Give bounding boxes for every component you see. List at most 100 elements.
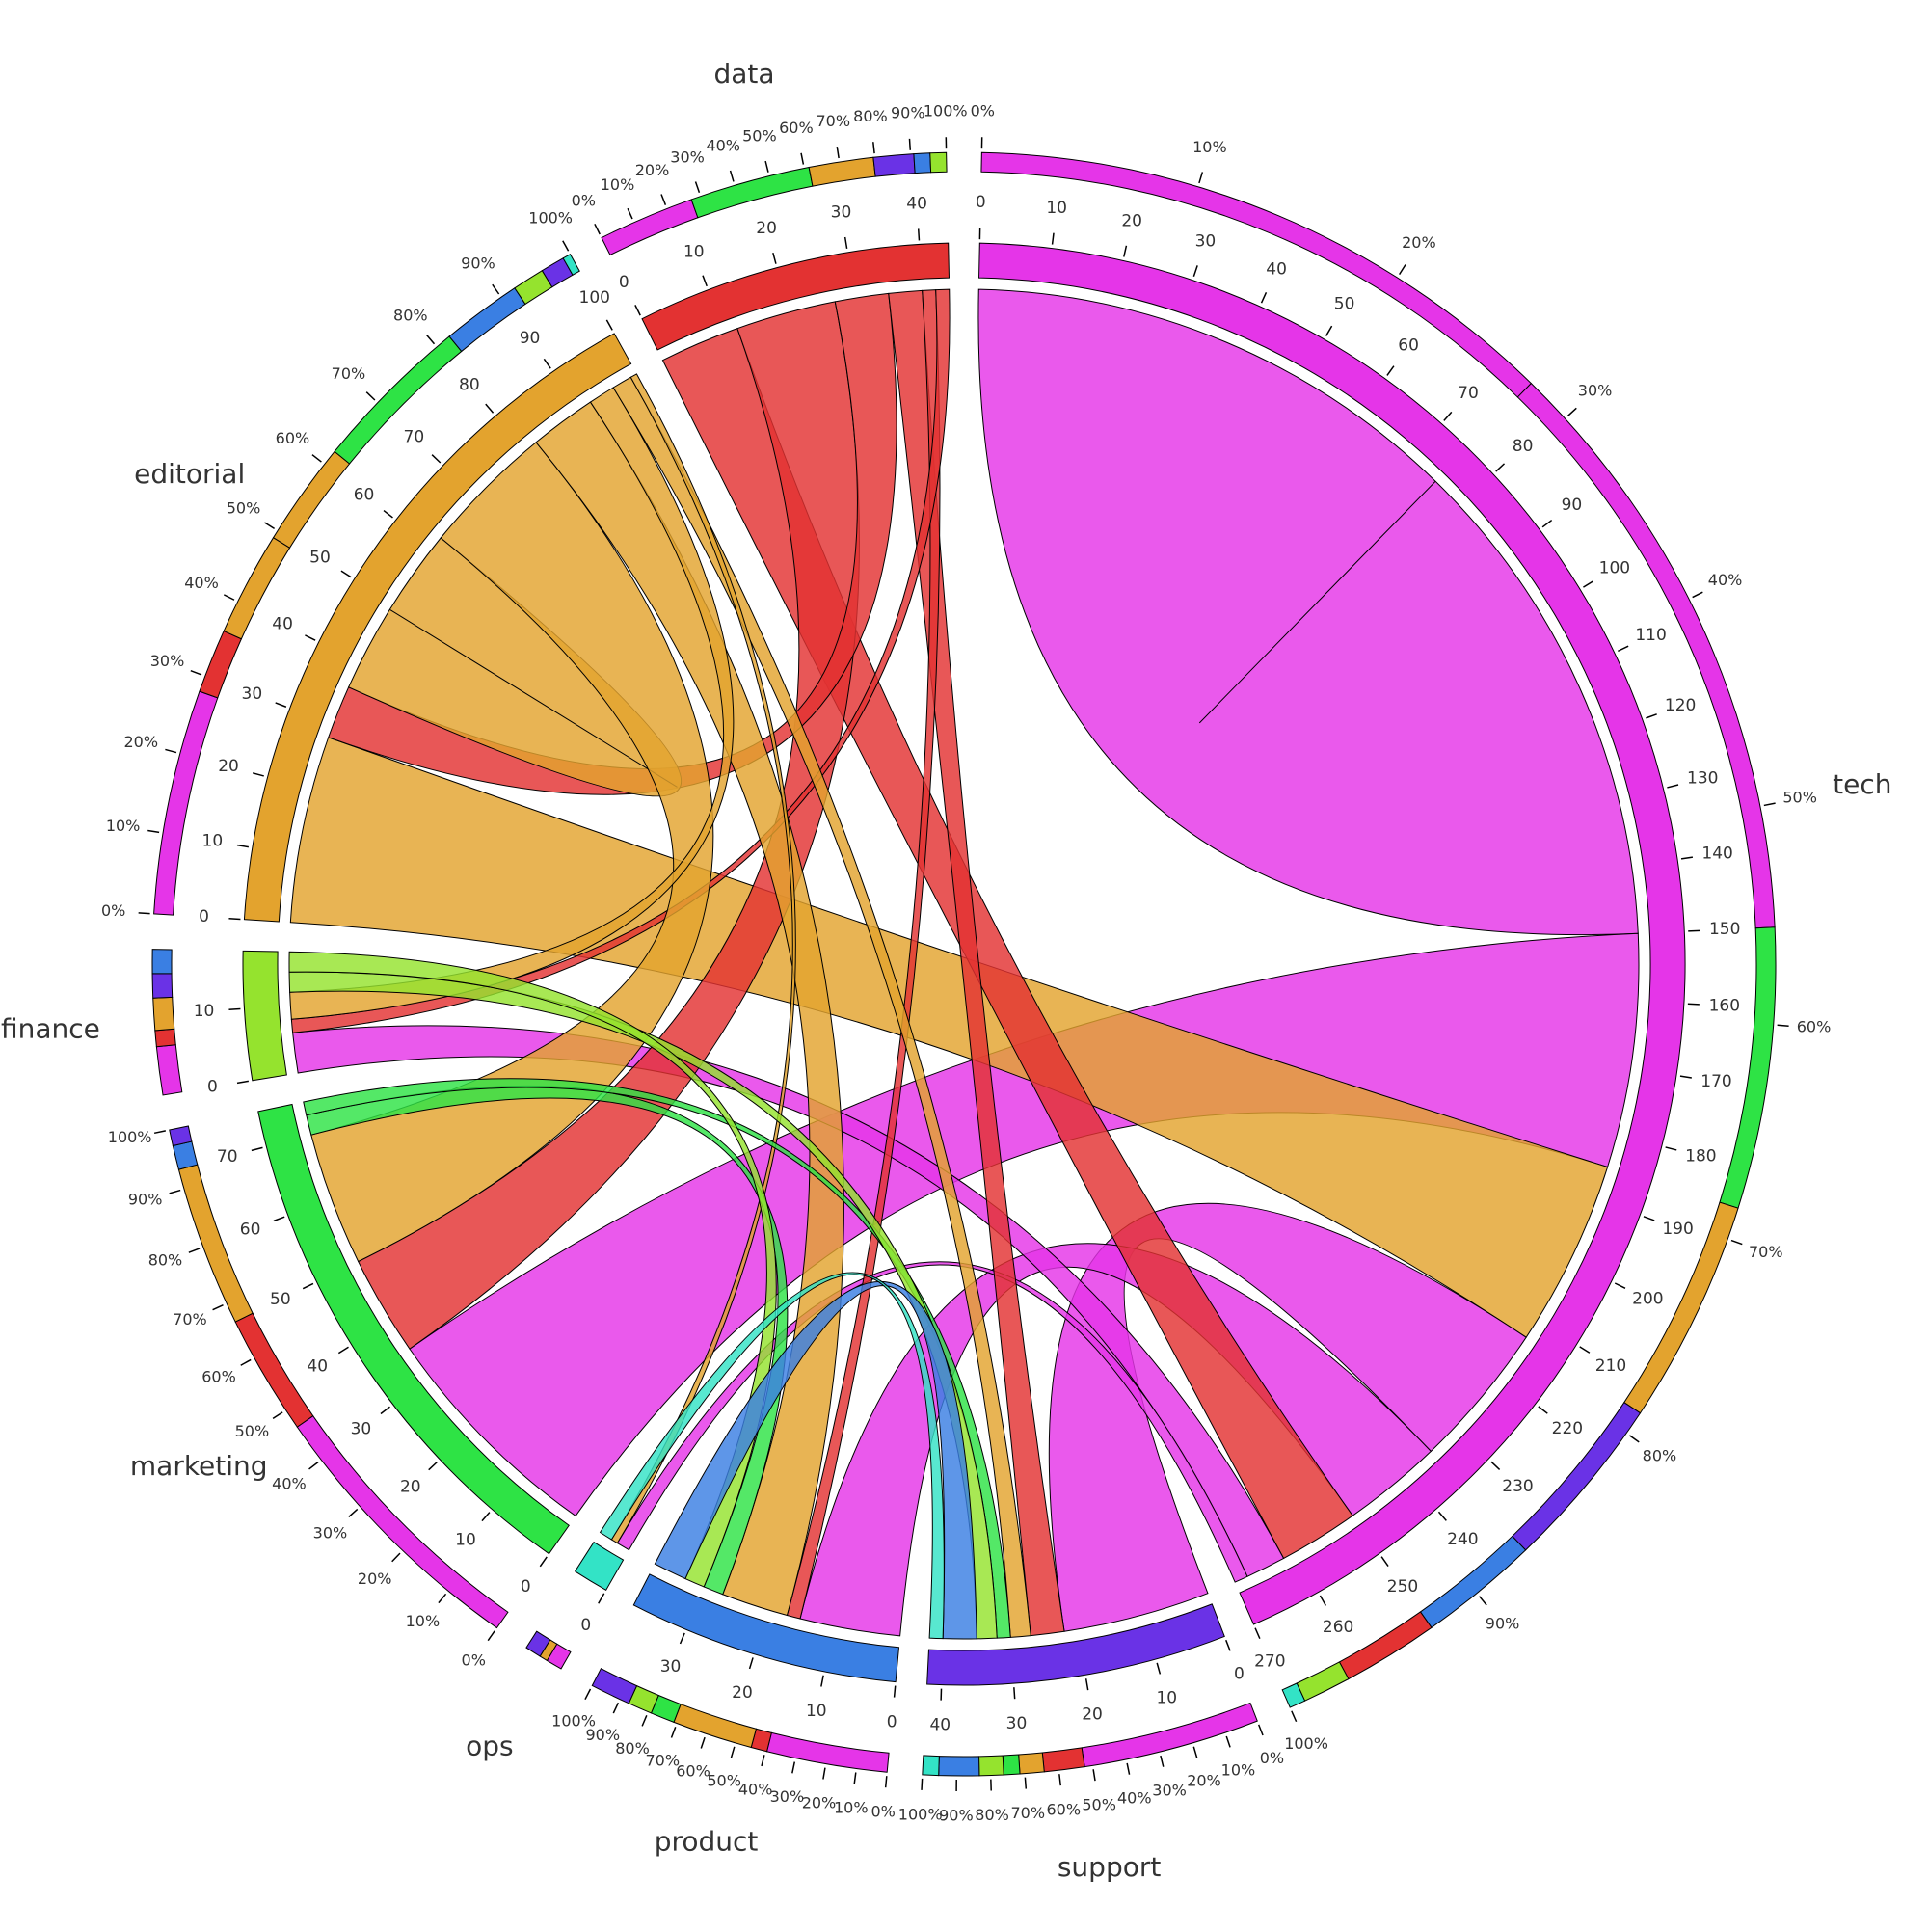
percent-label: 100%: [1284, 1734, 1328, 1753]
ring-segment: [154, 691, 218, 915]
tick-mark: [1618, 646, 1628, 651]
percent-tick: [488, 1631, 495, 1641]
percent-tick: [922, 1779, 923, 1790]
ring-segment: [156, 1045, 181, 1095]
percent-tick: [642, 1715, 647, 1726]
tick-label: 20: [1082, 1705, 1103, 1725]
percent-label: 100%: [898, 1805, 943, 1823]
percent-tick: [165, 749, 176, 752]
ring-segment: [979, 1756, 1004, 1776]
percent-label: 70%: [332, 364, 366, 383]
percent-tick: [170, 1191, 181, 1194]
percent-label: 60%: [676, 1762, 710, 1781]
ring-segment: [1082, 1703, 1257, 1766]
tick-mark: [681, 1633, 685, 1644]
tick-label: 0: [1234, 1665, 1245, 1684]
tick-mark: [606, 320, 612, 330]
tick-mark: [429, 1462, 438, 1469]
tick-label: 20: [1121, 211, 1142, 230]
percent-label: 40%: [272, 1474, 307, 1492]
tick-label: 20: [756, 219, 777, 238]
percent-tick: [765, 161, 768, 173]
ring-segment: [873, 154, 915, 177]
percent-tick: [1480, 1597, 1487, 1605]
percent-label: 40%: [1117, 1789, 1152, 1808]
tick-mark: [1615, 1283, 1625, 1288]
tick-mark: [544, 359, 550, 368]
percent-label: 20%: [123, 733, 158, 751]
percent-tick: [613, 1703, 618, 1713]
percent-label: 0%: [871, 1803, 896, 1821]
tick-label: 30: [1195, 232, 1217, 252]
percent-label: 30%: [150, 652, 185, 670]
percent-tick: [224, 595, 234, 600]
tick-mark: [703, 276, 707, 286]
percent-tick: [1025, 1778, 1026, 1789]
ring-segment: [449, 288, 525, 352]
tick-label: 230: [1502, 1477, 1533, 1496]
node-label: tech: [1833, 768, 1891, 800]
percent-label: 100%: [551, 1711, 596, 1730]
tick-mark: [252, 1147, 263, 1150]
ring-segment: [1019, 1753, 1045, 1774]
tick-mark: [773, 253, 776, 264]
tick-label: 0: [887, 1712, 897, 1731]
percent-tick: [349, 1509, 358, 1516]
tick-label: 100: [579, 288, 610, 308]
percent-label: 40%: [1708, 571, 1743, 589]
percent-tick: [439, 1594, 446, 1602]
percent-label: 10%: [406, 1612, 441, 1630]
percent-tick: [886, 1776, 887, 1787]
tick-label: 60: [1398, 336, 1419, 356]
percent-label: 40%: [706, 137, 740, 155]
node-label: product: [655, 1826, 759, 1858]
percent-tick: [1778, 1025, 1789, 1026]
percent-tick: [671, 1727, 675, 1737]
percent-tick: [213, 1305, 224, 1310]
tick-label: 60: [240, 1220, 261, 1239]
tick-label: 210: [1595, 1356, 1626, 1376]
percent-tick: [241, 1359, 251, 1365]
percent-tick: [312, 455, 321, 462]
tick-label: 10: [806, 1702, 827, 1721]
tick-mark: [432, 455, 441, 463]
percent-tick: [696, 181, 700, 192]
tick-label: 40: [929, 1716, 951, 1735]
tick-mark: [895, 1686, 896, 1698]
tick-mark: [1491, 1462, 1500, 1469]
percent-label: 70%: [1749, 1243, 1783, 1261]
node-label: marketing: [130, 1450, 268, 1482]
tick-label: 20: [400, 1478, 421, 1497]
percent-tick: [909, 139, 910, 150]
percent-tick: [731, 171, 734, 182]
tick-label: 0: [199, 907, 209, 926]
percent-label: 50%: [707, 1772, 741, 1790]
percent-tick: [1764, 803, 1776, 805]
percent-label: 50%: [1782, 789, 1817, 807]
tick-label: 70: [404, 428, 425, 447]
tick-label: 260: [1323, 1618, 1353, 1637]
tick-label: 30: [660, 1657, 682, 1677]
percent-label: 30%: [770, 1787, 805, 1806]
node-label: data: [713, 58, 774, 90]
tick-mark: [228, 1009, 240, 1010]
tick-mark: [253, 773, 264, 776]
ring-segment: [1720, 927, 1776, 1208]
percent-label: 50%: [235, 1422, 270, 1440]
percent-label: 50%: [227, 499, 261, 518]
tick-mark: [1666, 1147, 1677, 1150]
tick-mark: [1680, 1076, 1692, 1078]
percent-tick: [661, 195, 665, 205]
percent-label: 30%: [1152, 1781, 1187, 1799]
tick-label: 0: [207, 1078, 218, 1097]
tick-label: 270: [1254, 1651, 1285, 1671]
percent-tick: [366, 392, 375, 400]
tick-label: 10: [1156, 1688, 1177, 1707]
tick-mark: [341, 571, 351, 577]
percent-tick: [837, 147, 839, 158]
percent-label: 40%: [184, 574, 219, 592]
percent-tick: [823, 1768, 825, 1780]
percent-label: 60%: [201, 1367, 236, 1385]
tick-label: 20: [732, 1683, 753, 1703]
tick-mark: [1381, 1557, 1388, 1567]
